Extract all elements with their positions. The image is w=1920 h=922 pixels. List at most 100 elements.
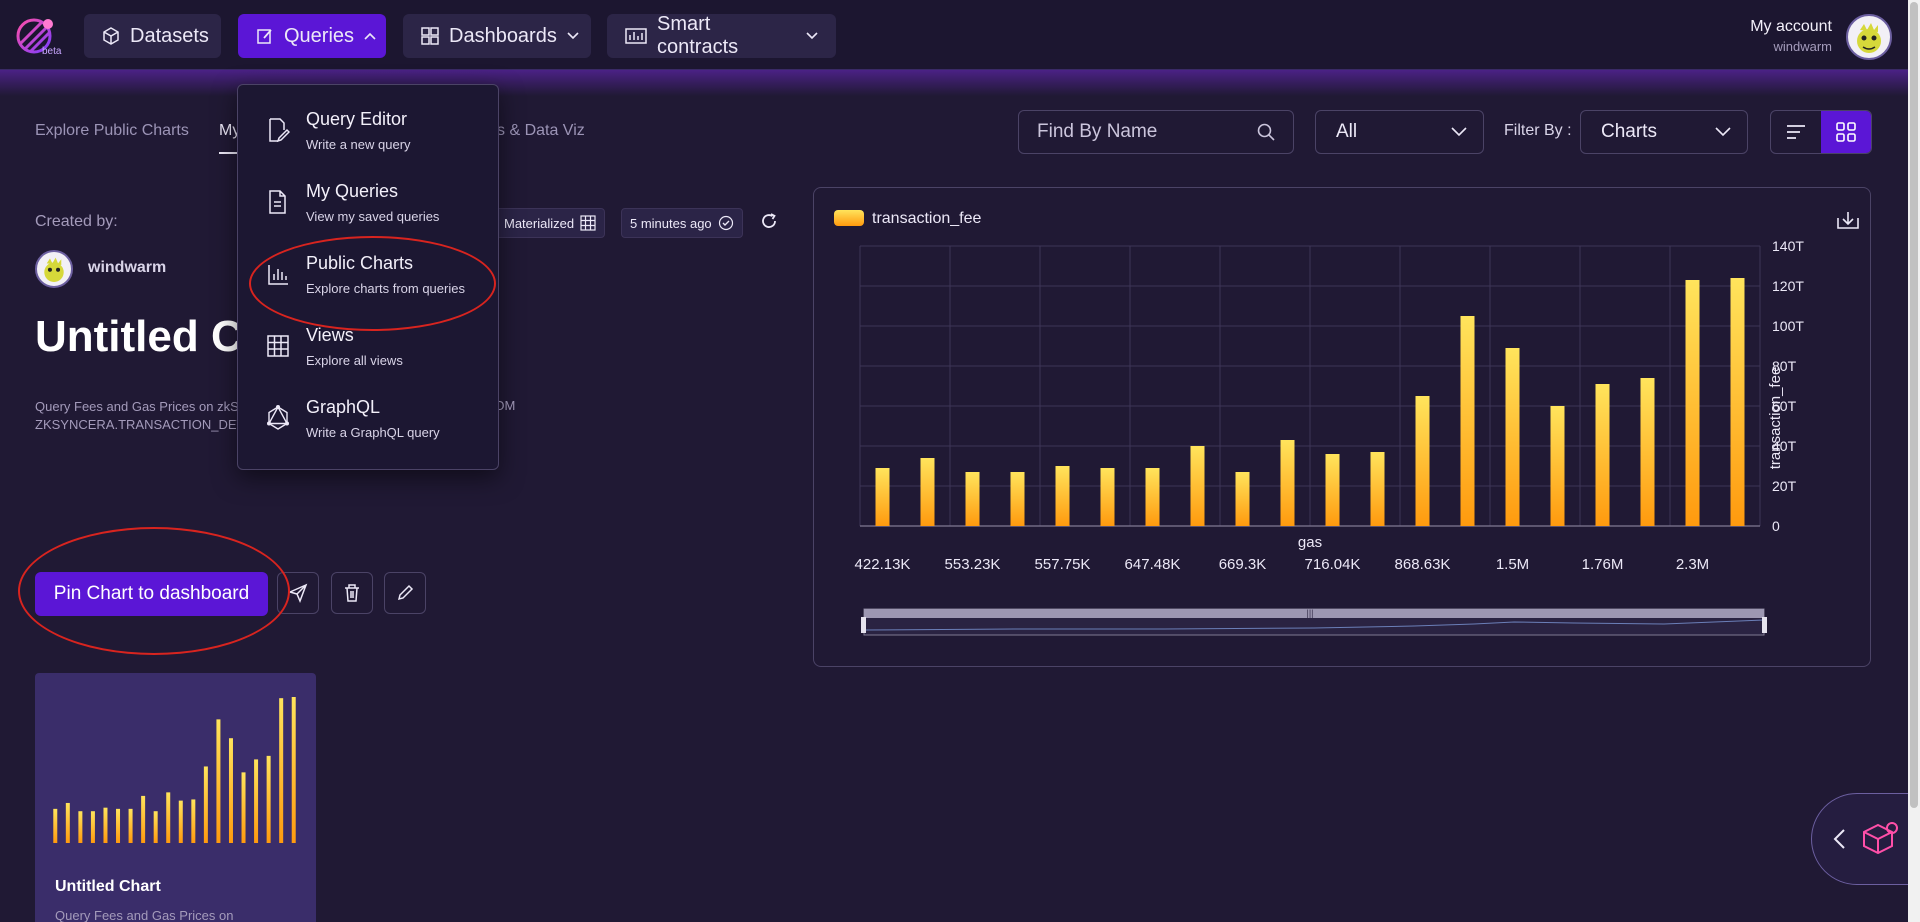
download-icon[interactable] bbox=[1837, 212, 1859, 229]
menu-item-subtitle: View my saved queries bbox=[306, 209, 440, 224]
grid-table-icon bbox=[267, 335, 289, 357]
chart-bar[interactable] bbox=[1145, 468, 1160, 526]
filter-select[interactable]: Charts bbox=[1580, 110, 1748, 154]
chart-bar[interactable] bbox=[965, 472, 980, 526]
edit-icon bbox=[257, 29, 272, 44]
grid-icon bbox=[1836, 122, 1856, 142]
thumbnail-bar bbox=[291, 697, 296, 843]
svg-text:|||: ||| bbox=[1306, 608, 1313, 618]
thumbnail-bar bbox=[141, 795, 146, 843]
chart-bar[interactable] bbox=[1550, 406, 1565, 526]
nav-datasets-button[interactable]: Datasets bbox=[84, 14, 221, 58]
chart-bar[interactable] bbox=[1685, 280, 1700, 526]
chart-bar[interactable] bbox=[1010, 472, 1025, 526]
scope-select[interactable]: All bbox=[1315, 110, 1484, 154]
edit-button[interactable] bbox=[384, 572, 426, 614]
menu-item-query-editor[interactable]: Query Editor Write a new query bbox=[238, 103, 500, 163]
thumbnail-bar bbox=[65, 802, 70, 843]
queries-dropdown-menu: Query Editor Write a new query My Querie… bbox=[237, 84, 499, 470]
chart-bar[interactable] bbox=[1460, 316, 1475, 526]
x-tick-label: 669.3K bbox=[1219, 556, 1267, 573]
floating-panel-toggle[interactable] bbox=[1811, 793, 1920, 885]
menu-item-my-queries[interactable]: My Queries View my saved queries bbox=[238, 175, 500, 235]
avatar[interactable] bbox=[1846, 14, 1892, 60]
x-tick-label: 2.3M bbox=[1676, 556, 1709, 573]
search-input[interactable]: Find By Name bbox=[1018, 110, 1294, 154]
app-logo[interactable] bbox=[12, 14, 64, 60]
table-icon bbox=[580, 215, 596, 231]
list-icon bbox=[1787, 125, 1805, 139]
chevron-down-icon bbox=[567, 32, 579, 40]
chevron-up-icon bbox=[364, 32, 376, 40]
nav-dashboards-label: Dashboards bbox=[449, 24, 557, 47]
menu-item-subtitle: Write a GraphQL query bbox=[306, 425, 440, 440]
legend-label[interactable]: transaction_fee bbox=[872, 210, 982, 227]
nav-dashboards-button[interactable]: Dashboards bbox=[403, 14, 591, 58]
tab-my[interactable]: My bbox=[219, 122, 241, 139]
x-tick-label: 716.04K bbox=[1305, 556, 1361, 573]
pin-to-dashboard-button[interactable]: Pin Chart to dashboard bbox=[35, 572, 268, 616]
view-toggle bbox=[1770, 110, 1872, 154]
chart-bar[interactable] bbox=[1325, 454, 1340, 526]
chart-bar[interactable] bbox=[1190, 446, 1205, 526]
list-view-button[interactable] bbox=[1771, 111, 1821, 153]
chart-bar[interactable] bbox=[1280, 440, 1295, 526]
nav-queries-button[interactable]: Queries bbox=[238, 14, 386, 58]
chart-bar[interactable] bbox=[1415, 396, 1430, 526]
chart-bar[interactable] bbox=[875, 468, 890, 526]
description-line-1: Query Fees and Gas Prices on zkS bbox=[35, 399, 239, 414]
thumbnail-bar bbox=[153, 811, 158, 843]
chart-bar[interactable] bbox=[1505, 348, 1520, 526]
menu-item-graphql[interactable]: GraphQL Write a GraphQL query bbox=[238, 391, 500, 451]
page-title: Untitled Ch bbox=[35, 312, 270, 361]
grid-view-button[interactable] bbox=[1821, 111, 1871, 153]
tab-data-viz[interactable]: s & Data Viz bbox=[497, 122, 585, 139]
menu-item-subtitle: Explore all views bbox=[306, 353, 403, 368]
check-circle-icon bbox=[718, 215, 733, 231]
thumbnail-bar bbox=[254, 759, 259, 843]
menu-item-public-charts[interactable]: Public Charts Explore charts from querie… bbox=[238, 247, 500, 307]
menu-item-title: Query Editor bbox=[306, 109, 408, 129]
thumbnail-bar bbox=[203, 766, 208, 843]
card-description: Query Fees and Gas Prices on bbox=[55, 908, 234, 922]
contract-icon bbox=[625, 28, 647, 44]
menu-item-views[interactable]: Views Explore all views bbox=[238, 319, 500, 379]
scope-select-value: All bbox=[1336, 121, 1358, 142]
search-icon bbox=[1257, 123, 1275, 141]
x-tick-label: 553.23K bbox=[945, 556, 1001, 573]
chart-bar[interactable] bbox=[920, 458, 935, 526]
tab-explore-public-charts[interactable]: Explore Public Charts bbox=[35, 122, 189, 139]
menu-item-subtitle: Write a new query bbox=[306, 137, 411, 152]
share-button[interactable] bbox=[277, 572, 319, 614]
y-tick-label: 60T bbox=[1772, 398, 1797, 414]
data-zoom-slider[interactable]: ||| bbox=[861, 608, 1767, 636]
nav-smart-contracts-button[interactable]: Smart contracts bbox=[607, 13, 836, 58]
page-scrollbar[interactable] bbox=[1908, 0, 1920, 922]
thumbnail-bar bbox=[191, 799, 196, 843]
doc-icon bbox=[269, 190, 286, 214]
chart-card[interactable]: Untitled Chart Query Fees and Gas Prices… bbox=[35, 673, 316, 922]
x-tick-label: 1.5M bbox=[1496, 556, 1529, 573]
bar-chart-icon bbox=[268, 265, 288, 285]
created-by-label: Created by: bbox=[35, 213, 118, 230]
refresh-button[interactable] bbox=[760, 212, 778, 235]
creator-name[interactable]: windwarm bbox=[88, 259, 167, 276]
x-tick-label: 422.13K bbox=[855, 556, 911, 573]
menu-item-title: GraphQL bbox=[306, 397, 381, 417]
delete-button[interactable] bbox=[331, 572, 373, 614]
chart-bar[interactable] bbox=[1100, 468, 1115, 526]
creator-avatar[interactable] bbox=[35, 250, 73, 288]
filter-by-label: Filter By : bbox=[1504, 122, 1572, 139]
cube-badge-icon bbox=[1863, 822, 1898, 855]
chart-bar[interactable] bbox=[1730, 278, 1745, 526]
thumbnail-bar bbox=[78, 811, 83, 843]
account-menu[interactable]: My account windwarm bbox=[1750, 18, 1832, 54]
chart-bar[interactable] bbox=[1235, 472, 1250, 526]
chart-bar[interactable] bbox=[1640, 378, 1655, 526]
x-tick-label: 557.75K bbox=[1035, 556, 1091, 573]
y-tick-label: 20T bbox=[1772, 478, 1797, 494]
chart-bar[interactable] bbox=[1595, 384, 1610, 526]
chart-bar[interactable] bbox=[1055, 466, 1070, 526]
scrollbar-thumb[interactable] bbox=[1910, 2, 1918, 808]
chart-bar[interactable] bbox=[1370, 452, 1385, 526]
